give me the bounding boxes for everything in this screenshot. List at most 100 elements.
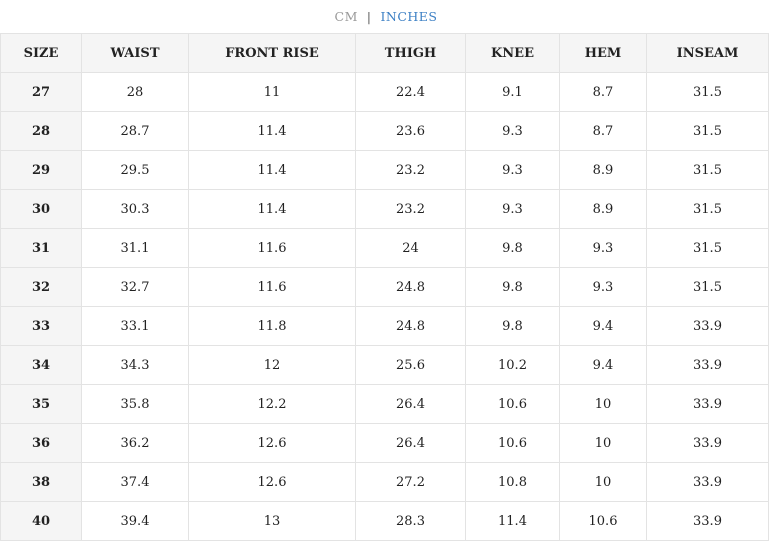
measure-cell: 12.2 bbox=[188, 384, 356, 424]
measure-cell: 31.1 bbox=[81, 228, 189, 268]
size-cell: 29 bbox=[0, 150, 82, 190]
measure-cell: 35.8 bbox=[81, 384, 189, 424]
size-cell: 31 bbox=[0, 228, 82, 268]
measure-cell: 31.5 bbox=[646, 72, 769, 112]
measure-cell: 23.2 bbox=[355, 189, 466, 229]
measure-cell: 11.4 bbox=[188, 189, 356, 229]
measure-cell: 24 bbox=[355, 228, 466, 268]
measure-cell: 9.8 bbox=[465, 228, 560, 268]
measure-cell: 11.6 bbox=[188, 267, 356, 307]
measure-cell: 27.2 bbox=[355, 462, 466, 502]
measure-cell: 8.7 bbox=[559, 72, 647, 112]
measure-cell: 28.3 bbox=[355, 501, 466, 541]
table-row: 36 36.2 12.6 26.4 10.6 10 33.9 bbox=[0, 423, 769, 463]
size-cell: 40 bbox=[0, 501, 82, 541]
measure-cell: 30.3 bbox=[81, 189, 189, 229]
measure-cell: 11.4 bbox=[465, 501, 560, 541]
measure-cell: 24.8 bbox=[355, 267, 466, 307]
measure-cell: 12.6 bbox=[188, 423, 356, 463]
size-cell: 36 bbox=[0, 423, 82, 463]
measure-cell: 9.1 bbox=[465, 72, 560, 112]
measure-cell: 28.7 bbox=[81, 111, 189, 151]
measure-cell: 9.4 bbox=[559, 345, 647, 385]
column-header: THIGH bbox=[355, 33, 466, 73]
measure-cell: 36.2 bbox=[81, 423, 189, 463]
measure-cell: 9.3 bbox=[465, 189, 560, 229]
measure-cell: 31.5 bbox=[646, 150, 769, 190]
measure-cell: 23.2 bbox=[355, 150, 466, 190]
measure-cell: 33.9 bbox=[646, 306, 769, 346]
measure-cell: 26.4 bbox=[355, 423, 466, 463]
measure-cell: 39.4 bbox=[81, 501, 189, 541]
measure-cell: 10.6 bbox=[559, 501, 647, 541]
table-row: 31 31.1 11.6 24 9.8 9.3 31.5 bbox=[0, 228, 769, 268]
size-cell: 35 bbox=[0, 384, 82, 424]
measure-cell: 37.4 bbox=[81, 462, 189, 502]
measure-cell: 10.2 bbox=[465, 345, 560, 385]
measure-cell: 22.4 bbox=[355, 72, 466, 112]
column-header: SIZE bbox=[0, 33, 82, 73]
measure-cell: 8.9 bbox=[559, 189, 647, 229]
table-row: 34 34.3 12 25.6 10.2 9.4 33.9 bbox=[0, 345, 769, 385]
table-row: 27 28 11 22.4 9.1 8.7 31.5 bbox=[0, 72, 769, 112]
measure-cell: 11.8 bbox=[188, 306, 356, 346]
size-cell: 28 bbox=[0, 111, 82, 151]
measure-cell: 26.4 bbox=[355, 384, 466, 424]
measure-cell: 9.3 bbox=[559, 228, 647, 268]
size-cell: 33 bbox=[0, 306, 82, 346]
size-cell: 30 bbox=[0, 189, 82, 229]
measure-cell: 25.6 bbox=[355, 345, 466, 385]
measure-cell: 11.4 bbox=[188, 150, 356, 190]
unit-option[interactable]: CM bbox=[334, 9, 358, 24]
measure-cell: 31.5 bbox=[646, 267, 769, 307]
measure-cell: 10 bbox=[559, 462, 647, 502]
measure-cell: 9.4 bbox=[559, 306, 647, 346]
table-row: 40 39.4 13 28.3 11.4 10.6 33.9 bbox=[0, 501, 769, 541]
table-row: 33 33.1 11.8 24.8 9.8 9.4 33.9 bbox=[0, 306, 769, 346]
size-cell: 32 bbox=[0, 267, 82, 307]
measure-cell: 34.3 bbox=[81, 345, 189, 385]
measure-cell: 31.5 bbox=[646, 189, 769, 229]
measure-cell: 9.3 bbox=[465, 150, 560, 190]
measure-cell: 33.1 bbox=[81, 306, 189, 346]
measure-cell: 13 bbox=[188, 501, 356, 541]
measure-cell: 9.3 bbox=[559, 267, 647, 307]
measure-cell: 33.9 bbox=[646, 423, 769, 463]
column-header: FRONT RISE bbox=[188, 33, 356, 73]
measure-cell: 28 bbox=[81, 72, 189, 112]
measure-cell: 10.8 bbox=[465, 462, 560, 502]
measure-cell: 10 bbox=[559, 423, 647, 463]
measure-cell: 9.8 bbox=[465, 306, 560, 346]
measure-cell: 8.9 bbox=[559, 150, 647, 190]
measure-cell: 12.6 bbox=[188, 462, 356, 502]
measure-cell: 24.8 bbox=[355, 306, 466, 346]
measure-cell: 32.7 bbox=[81, 267, 189, 307]
size-table: SIZE WAIST FRONT RISE THIGH KNEE HEM INSEAM 27… bbox=[0, 33, 769, 541]
measure-cell: 29.5 bbox=[81, 150, 189, 190]
measure-cell: 11.6 bbox=[188, 228, 356, 268]
column-header: HEM bbox=[559, 33, 647, 73]
table-body: 27 28 11 22.4 9.1 8.7 31.5 28 28.7 11.4 23.6 9.3 8.7… bbox=[0, 72, 769, 541]
measure-cell: 11 bbox=[188, 72, 356, 112]
table-row: 35 35.8 12.2 26.4 10.6 10 33.9 bbox=[0, 384, 769, 424]
measure-cell: 31.5 bbox=[646, 111, 769, 151]
measure-cell: 11.4 bbox=[188, 111, 356, 151]
measure-cell: 8.7 bbox=[559, 111, 647, 151]
header-row: SIZE WAIST FRONT RISE THIGH KNEE HEM INSEAM bbox=[0, 33, 769, 73]
column-header: KNEE bbox=[465, 33, 560, 73]
table-row: 28 28.7 11.4 23.6 9.3 8.7 31.5 bbox=[0, 111, 769, 151]
table-row: 29 29.5 11.4 23.2 9.3 8.9 31.5 bbox=[0, 150, 769, 190]
measure-cell: 10.6 bbox=[465, 384, 560, 424]
measure-cell: 31.5 bbox=[646, 228, 769, 268]
size-cell: 34 bbox=[0, 345, 82, 385]
measure-cell: 12 bbox=[188, 345, 356, 385]
size-cell: 27 bbox=[0, 72, 82, 112]
measure-cell: 9.3 bbox=[465, 111, 560, 151]
unit-option[interactable]: INCHES bbox=[380, 9, 438, 24]
size-cell: 38 bbox=[0, 462, 82, 502]
separator: | bbox=[366, 9, 372, 24]
measure-cell: 9.8 bbox=[465, 267, 560, 307]
measure-cell: 33.9 bbox=[646, 462, 769, 502]
measure-cell: 33.9 bbox=[646, 345, 769, 385]
